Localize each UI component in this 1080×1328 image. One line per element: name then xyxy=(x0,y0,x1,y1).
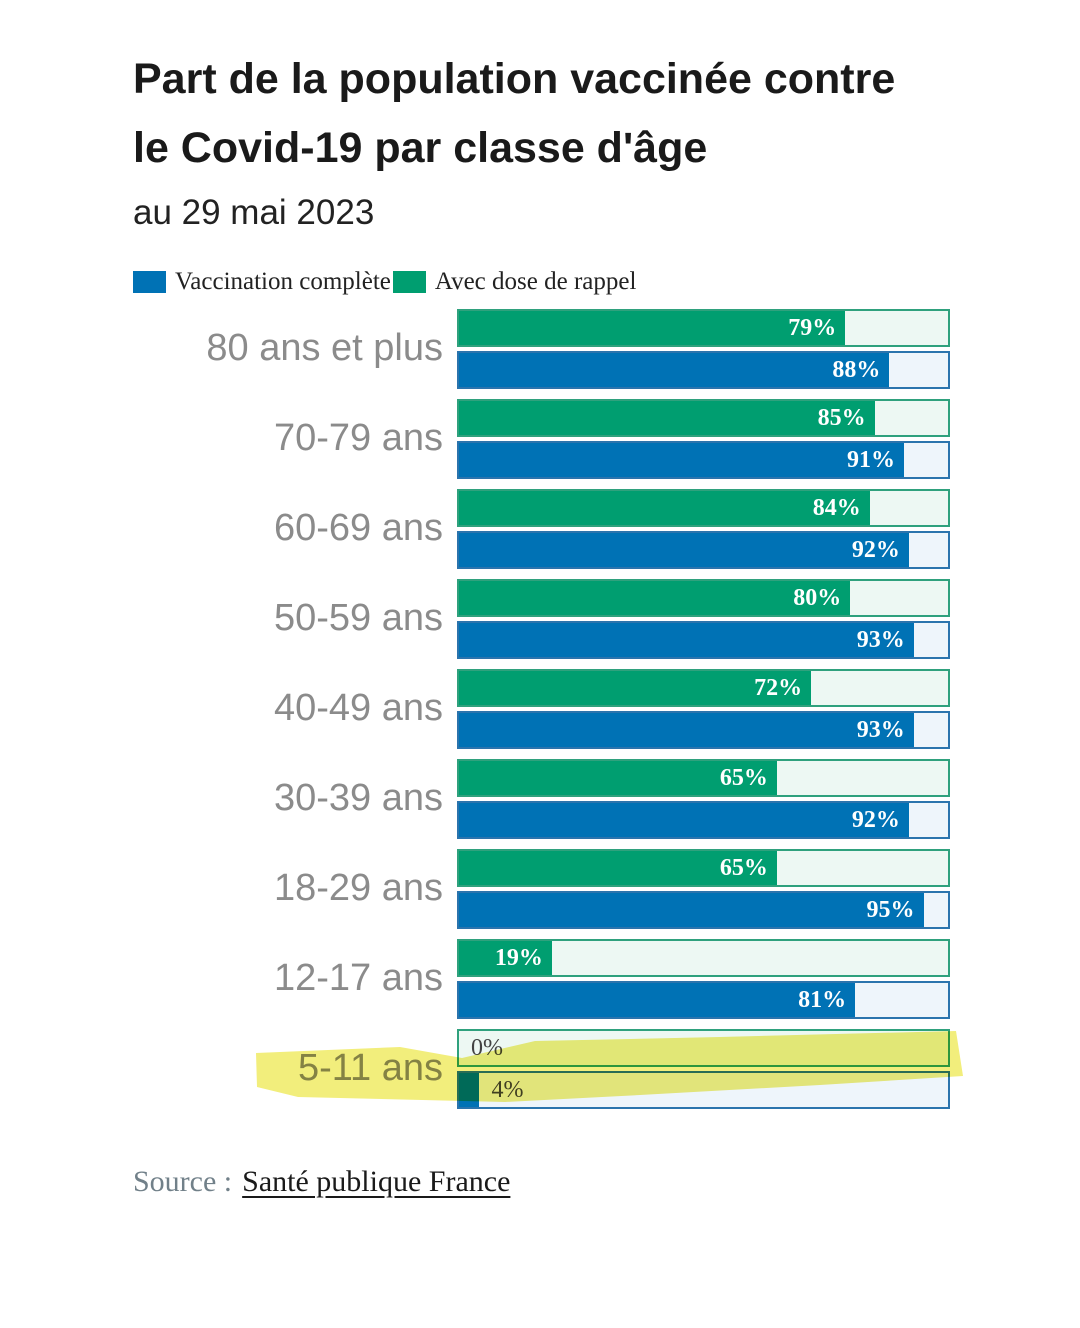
legend-label-vaccination-complete: Vaccination complète xyxy=(175,267,391,295)
complete-bar-track: 92% xyxy=(457,531,950,569)
complete-bar-fill: 95% xyxy=(459,893,924,927)
age-group-row: 80 ans et plus 79% 88% xyxy=(133,309,1080,389)
complete-bar-track: 81% xyxy=(457,981,950,1019)
booster-bar-value: 79% xyxy=(788,314,837,341)
booster-bar-fill: 65% xyxy=(459,851,777,885)
complete-bar-track: 88% xyxy=(457,351,950,389)
complete-bar-track: 92% xyxy=(457,801,950,839)
age-group-label: 60-69 ans xyxy=(273,507,443,550)
booster-bar-value: 84% xyxy=(812,494,861,521)
complete-bar-value: 4% xyxy=(491,1077,524,1103)
age-group-label: 5-11 ans xyxy=(297,1047,443,1090)
age-group-bars: 0% 4% xyxy=(457,1029,950,1109)
complete-bar-value: 95% xyxy=(866,896,915,923)
complete-bar-track: 91% xyxy=(457,441,950,479)
complete-bar-fill: 92% xyxy=(459,533,909,567)
booster-bar-track: 80% xyxy=(457,579,950,617)
chart-subtitle: au 29 mai 2023 xyxy=(133,193,375,232)
age-group-bars: 19% 81% xyxy=(457,939,950,1019)
age-group-bars: 80% 93% xyxy=(457,579,950,659)
booster-bar-fill: 72% xyxy=(459,671,812,705)
chart-legend: Vaccination complète Avec dose de rappel xyxy=(133,267,1080,296)
age-group-bars: 79% 88% xyxy=(457,309,950,389)
booster-bar-value: 19% xyxy=(494,944,543,971)
complete-bar-track: 4% xyxy=(457,1071,950,1109)
age-group-row: 40-49 ans 72% 93% xyxy=(133,669,1080,749)
source-link[interactable]: Santé publique France xyxy=(242,1165,511,1198)
complete-bar-value: 91% xyxy=(846,446,895,473)
booster-bar-track: 85% xyxy=(457,399,950,437)
booster-bar-fill: 65% xyxy=(459,761,777,795)
age-group-row: 12-17 ans 19% 81% xyxy=(133,939,1080,1019)
complete-bar-fill: 93% xyxy=(459,623,914,657)
complete-bar-track: 95% xyxy=(457,891,950,929)
complete-bar-track: 93% xyxy=(457,711,950,749)
complete-bar-fill: 88% xyxy=(459,353,890,387)
legend-item-vaccination-complete: Vaccination complète xyxy=(133,268,391,296)
bar-chart: 80 ans et plus 79% 88% 70-79 ans 85% 91% 60-69… xyxy=(133,309,1080,1109)
legend-label-dose-rappel: Avec dose de rappel xyxy=(434,267,637,295)
age-group-row: 60-69 ans 84% 92% xyxy=(133,489,1080,569)
booster-bar-value: 0% xyxy=(471,1035,503,1061)
complete-bar-fill: 93% xyxy=(459,713,914,747)
age-group-bars: 84% 92% xyxy=(457,489,950,569)
booster-bar-track: 84% xyxy=(457,489,950,527)
legend-swatch-green xyxy=(392,270,426,293)
age-group-label: 12-17 ans xyxy=(273,957,443,1000)
age-group-label: 70-79 ans xyxy=(273,417,443,460)
chart-title: Part de la population vaccinée contre le… xyxy=(133,55,896,172)
age-group-label: 30-39 ans xyxy=(273,777,443,820)
complete-bar-track: 93% xyxy=(457,621,950,659)
source-line: Source : Santé publique France xyxy=(133,1165,1080,1199)
chart-card: Part de la population vaccinée contre le… xyxy=(133,55,1080,1199)
source-prefix: Source : xyxy=(133,1165,233,1198)
age-group-label: 40-49 ans xyxy=(273,687,443,730)
age-group-row: 70-79 ans 85% 91% xyxy=(133,399,1080,479)
booster-bar-track: 72% xyxy=(457,669,950,707)
complete-bar-value: 88% xyxy=(832,356,881,383)
age-group-label: 50-59 ans xyxy=(273,597,443,640)
age-group-bars: 65% 95% xyxy=(457,849,950,929)
booster-bar-value: 65% xyxy=(719,854,768,881)
complete-bar-fill xyxy=(459,1073,479,1107)
age-group-row: 30-39 ans 65% 92% xyxy=(133,759,1080,839)
booster-bar-value: 85% xyxy=(817,404,866,431)
booster-bar-fill: 80% xyxy=(459,581,851,615)
legend-swatch-blue xyxy=(133,270,166,293)
booster-bar-track: 65% xyxy=(457,849,950,887)
booster-bar-track: 19% xyxy=(457,939,950,977)
complete-bar-fill: 91% xyxy=(459,443,904,477)
booster-bar-fill: 19% xyxy=(459,941,552,975)
complete-bar-value: 81% xyxy=(798,986,847,1013)
booster-bar-track: 0% xyxy=(457,1029,950,1067)
age-group-bars: 65% 92% xyxy=(457,759,950,839)
complete-bar-value: 93% xyxy=(856,716,905,743)
legend-item-dose-rappel: Avec dose de rappel xyxy=(392,267,637,296)
age-group-bars: 72% 93% xyxy=(457,669,950,749)
booster-bar-value: 72% xyxy=(754,674,803,701)
complete-bar-value: 92% xyxy=(851,806,900,833)
booster-bar-track: 79% xyxy=(457,309,950,347)
booster-bar-fill: 85% xyxy=(459,401,875,435)
booster-bar-value: 80% xyxy=(793,584,842,611)
age-group-label: 80 ans et plus xyxy=(206,327,443,370)
complete-bar-value: 93% xyxy=(856,626,905,653)
age-group-bars: 85% 91% xyxy=(457,399,950,479)
booster-bar-value: 65% xyxy=(719,764,768,791)
booster-bar-track: 65% xyxy=(457,759,950,797)
booster-bar-fill: 84% xyxy=(459,491,870,525)
complete-bar-fill: 92% xyxy=(459,803,909,837)
age-group-row: 5-11 ans 0% 4% xyxy=(133,1029,1080,1109)
age-group-row: 18-29 ans 65% 95% xyxy=(133,849,1080,929)
age-group-row: 50-59 ans 80% 93% xyxy=(133,579,1080,659)
booster-bar-fill: 79% xyxy=(459,311,846,345)
complete-bar-value: 92% xyxy=(851,536,900,563)
complete-bar-fill: 81% xyxy=(459,983,856,1017)
age-group-label: 18-29 ans xyxy=(273,867,443,910)
